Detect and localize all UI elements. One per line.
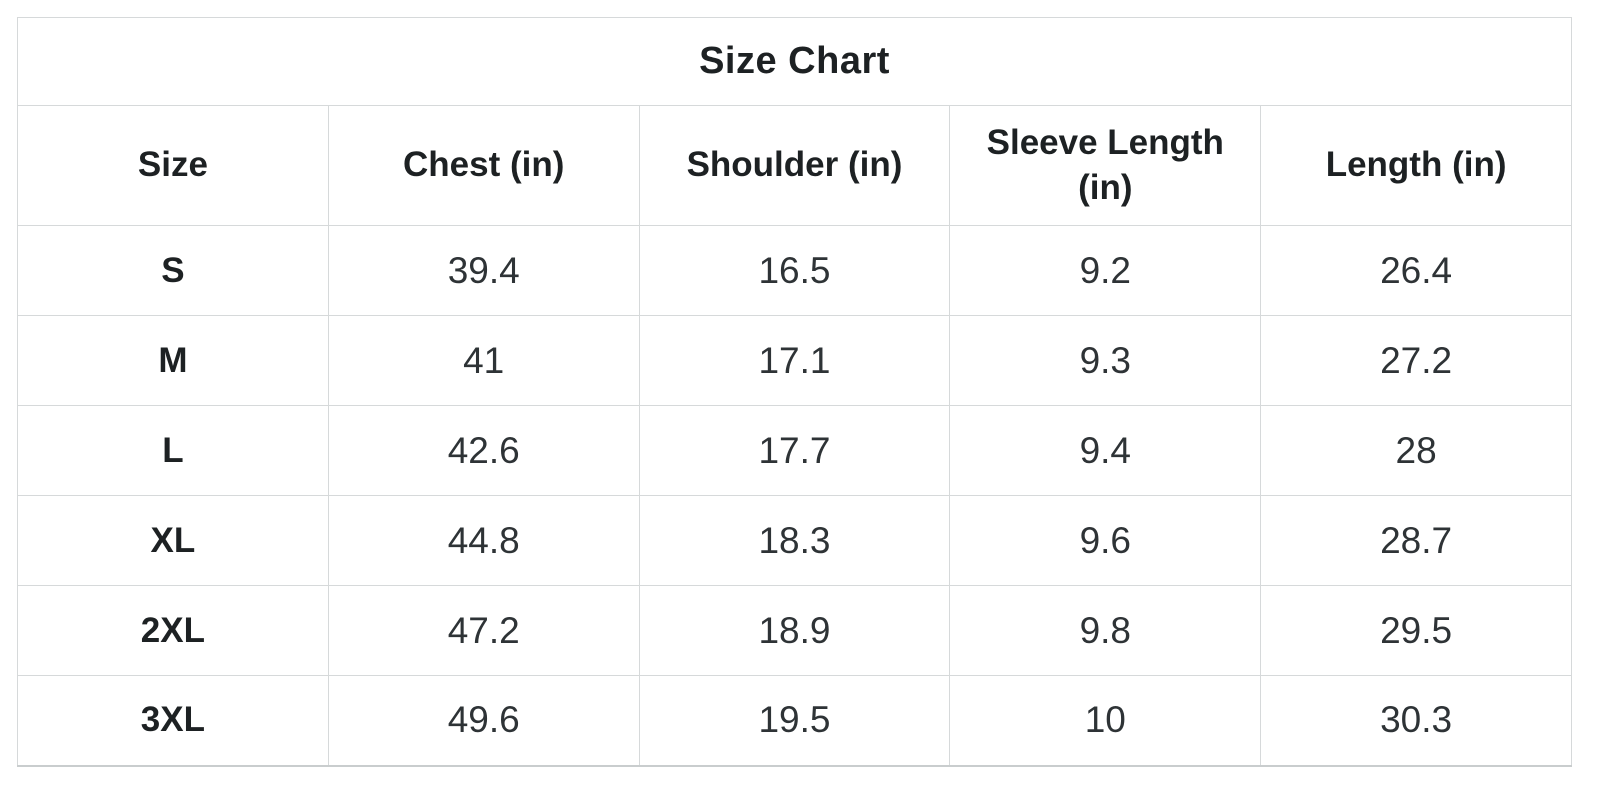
size-chart-table: Size Chart Size Chest (in) Shoulder (in)… [17,17,1572,767]
shoulder-value: 17.7 [638,405,951,496]
table-row-3xl: 3XL 49.6 19.5 10 30.3 [17,675,1572,767]
length-value: 26.4 [1260,225,1572,316]
table-title: Size Chart [17,17,1572,106]
column-header-shoulder: Shoulder (in) [638,105,951,226]
table-row-m: M 41 17.1 9.3 27.2 [17,315,1572,406]
size-label: 2XL [17,585,329,676]
column-header-chest: Chest (in) [327,105,640,226]
shoulder-value: 16.5 [638,225,951,316]
length-value: 28.7 [1260,495,1572,586]
column-header-length: Length (in) [1260,105,1572,226]
shoulder-value: 17.1 [638,315,951,406]
chest-value: 49.6 [327,675,640,767]
size-label: 3XL [17,675,329,767]
sleeve-length-value: 10 [949,675,1262,767]
length-value: 28 [1260,405,1572,496]
table-row-s: S 39.4 16.5 9.2 26.4 [17,225,1572,316]
chest-value: 39.4 [327,225,640,316]
size-label: L [17,405,329,496]
shoulder-value: 18.3 [638,495,951,586]
length-value: 29.5 [1260,585,1572,676]
sleeve-length-value: 9.3 [949,315,1262,406]
size-label: XL [17,495,329,586]
length-value: 30.3 [1260,675,1572,767]
length-value: 27.2 [1260,315,1572,406]
table-row-xl: XL 44.8 18.3 9.6 28.7 [17,495,1572,586]
table-row-l: L 42.6 17.7 9.4 28 [17,405,1572,496]
title-row: Size Chart [17,17,1572,106]
chest-value: 42.6 [327,405,640,496]
sleeve-length-value: 9.6 [949,495,1262,586]
shoulder-value: 18.9 [638,585,951,676]
sleeve-length-value: 9.2 [949,225,1262,316]
shoulder-value: 19.5 [638,675,951,767]
chest-value: 44.8 [327,495,640,586]
column-header-size: Size [17,105,329,226]
chest-value: 47.2 [327,585,640,676]
header-row: Size Chest (in) Shoulder (in) Sleeve Len… [17,105,1572,226]
column-header-sleeve-length: Sleeve Length (in) [949,105,1262,226]
sleeve-length-value: 9.4 [949,405,1262,496]
table-row-2xl: 2XL 47.2 18.9 9.8 29.5 [17,585,1572,676]
size-label: S [17,225,329,316]
size-chart-container: Size Chart Size Chest (in) Shoulder (in)… [17,17,1572,767]
size-label: M [17,315,329,406]
sleeve-length-value: 9.8 [949,585,1262,676]
chest-value: 41 [327,315,640,406]
